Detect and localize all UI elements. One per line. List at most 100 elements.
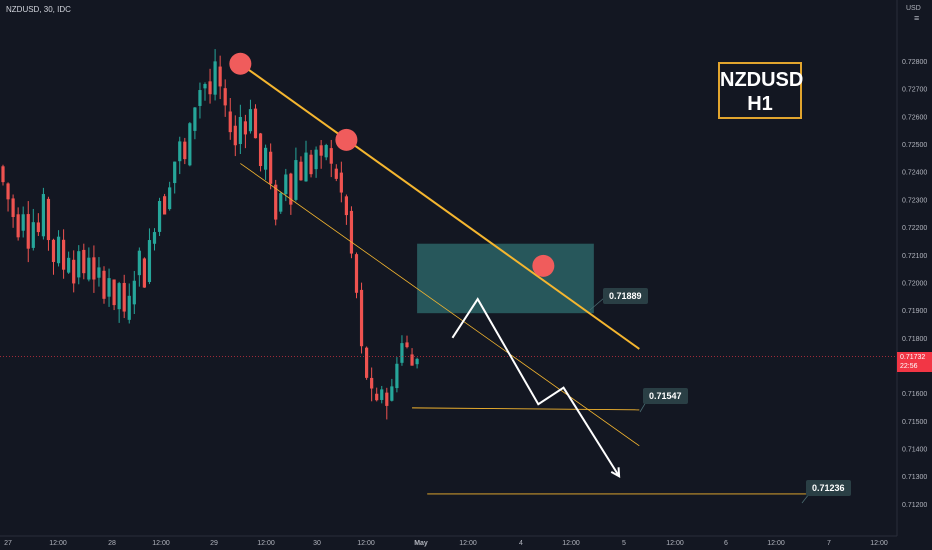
settings-icon[interactable]: ≡ xyxy=(914,13,920,23)
candle-body xyxy=(400,343,404,363)
candle-body xyxy=(274,184,278,220)
zone-label-connector xyxy=(589,297,605,311)
y-tick-label: 0.71600 xyxy=(902,391,927,398)
candle-body xyxy=(339,172,343,193)
candle-body xyxy=(370,377,374,389)
candle-body xyxy=(36,222,40,233)
candle-body xyxy=(233,125,237,146)
candle-body xyxy=(334,168,338,179)
x-tick-label: 12:00 xyxy=(152,540,170,547)
x-tick-label: 28 xyxy=(108,540,116,547)
y-tick-label: 0.71900 xyxy=(902,308,927,315)
candle-body xyxy=(203,84,207,89)
candle-body xyxy=(344,196,348,216)
symbol-title: NZDUSD, 30, IDC xyxy=(6,5,71,14)
candle-body xyxy=(405,342,409,348)
x-tick-label: 12:00 xyxy=(459,540,477,547)
candle-body xyxy=(11,198,15,218)
candle-body xyxy=(410,354,414,366)
ticker-timeframe: H1 xyxy=(747,93,773,115)
candle-body xyxy=(77,251,81,278)
candle-body xyxy=(56,236,61,264)
x-tick-label: 29 xyxy=(210,540,218,547)
x-tick-label: 12:00 xyxy=(562,540,580,547)
candle-body xyxy=(152,232,157,244)
candle-body xyxy=(258,133,263,167)
candle-body xyxy=(264,147,268,170)
candle-body xyxy=(279,193,283,212)
candle-body xyxy=(284,174,288,195)
support-price-label: 0.71547 xyxy=(643,388,688,404)
y-tick-label: 0.71800 xyxy=(902,336,927,343)
candle-body xyxy=(289,173,293,205)
candle-body xyxy=(248,109,253,132)
candle-body xyxy=(72,259,76,284)
candle-body xyxy=(269,151,273,184)
y-tick-label: 0.72300 xyxy=(902,197,927,204)
y-tick-label: 0.71300 xyxy=(902,474,927,481)
candle-body xyxy=(324,145,328,158)
supply-zone xyxy=(417,243,594,314)
currency-label: USD xyxy=(906,5,921,12)
candle-body xyxy=(299,161,303,181)
resistance-trendline xyxy=(239,62,640,350)
candle-body xyxy=(253,108,258,139)
y-tick-label: 0.72100 xyxy=(902,253,927,260)
projection-arrowhead xyxy=(610,467,621,479)
x-tick-label: 6 xyxy=(724,540,728,547)
candle-body xyxy=(51,239,56,262)
x-tick-label: 12:00 xyxy=(666,540,684,547)
current-price-tag: 0.71732 22:56 xyxy=(897,352,932,372)
candle-body xyxy=(385,392,389,406)
candle-body xyxy=(304,152,308,182)
x-tick-label: 30 xyxy=(313,540,321,547)
x-tick-label: 12:00 xyxy=(357,540,375,547)
touch-marker xyxy=(229,52,252,75)
x-tick-label: 12:00 xyxy=(257,540,275,547)
candle-body xyxy=(329,148,333,164)
candle-body xyxy=(147,240,152,283)
x-tick-label: 5 xyxy=(622,540,626,547)
x-tick-label: 4 xyxy=(519,540,523,547)
y-tick-label: 0.71200 xyxy=(902,502,927,509)
candle-body xyxy=(359,289,364,347)
candle-body xyxy=(16,214,20,238)
candle-body xyxy=(1,166,5,183)
ticker-annotation-box: NZDUSD H1 xyxy=(718,62,804,119)
candle-body xyxy=(21,214,25,231)
candle-body xyxy=(112,279,116,306)
y-tick-label: 0.72200 xyxy=(902,225,927,232)
candle-body xyxy=(6,183,10,200)
y-tick-label: 0.71400 xyxy=(902,447,927,454)
candle-body xyxy=(415,358,419,365)
candle-body xyxy=(395,363,399,389)
candle-body xyxy=(238,116,242,145)
y-tick-label: 0.72400 xyxy=(902,170,927,177)
candle-body xyxy=(31,222,35,248)
candle-body xyxy=(168,187,172,210)
candle-body xyxy=(127,295,131,320)
candle-body xyxy=(218,66,222,87)
candle-body xyxy=(294,160,298,200)
y-tick-label: 0.72700 xyxy=(902,87,927,94)
touch-marker xyxy=(335,128,358,151)
candle-body xyxy=(102,270,106,299)
candle-body xyxy=(173,161,177,184)
touch-marker xyxy=(532,254,555,277)
candle-body xyxy=(92,257,96,280)
candle-body xyxy=(228,111,232,133)
candle-body xyxy=(365,347,369,378)
candle-body xyxy=(107,278,111,297)
projection-path xyxy=(451,297,620,477)
zone-price-label: 0.71889 xyxy=(603,288,648,304)
y-tick-label: 0.72000 xyxy=(902,280,927,287)
candle-body xyxy=(223,88,227,106)
candle-body xyxy=(349,210,354,254)
candle-body xyxy=(163,196,167,215)
candle-body xyxy=(62,239,66,270)
candle-body xyxy=(183,141,187,160)
candle-body xyxy=(142,258,146,288)
candle-body xyxy=(157,201,162,232)
x-tick-label: 12:00 xyxy=(870,540,888,547)
ticker-symbol: NZDUSD xyxy=(720,69,804,91)
